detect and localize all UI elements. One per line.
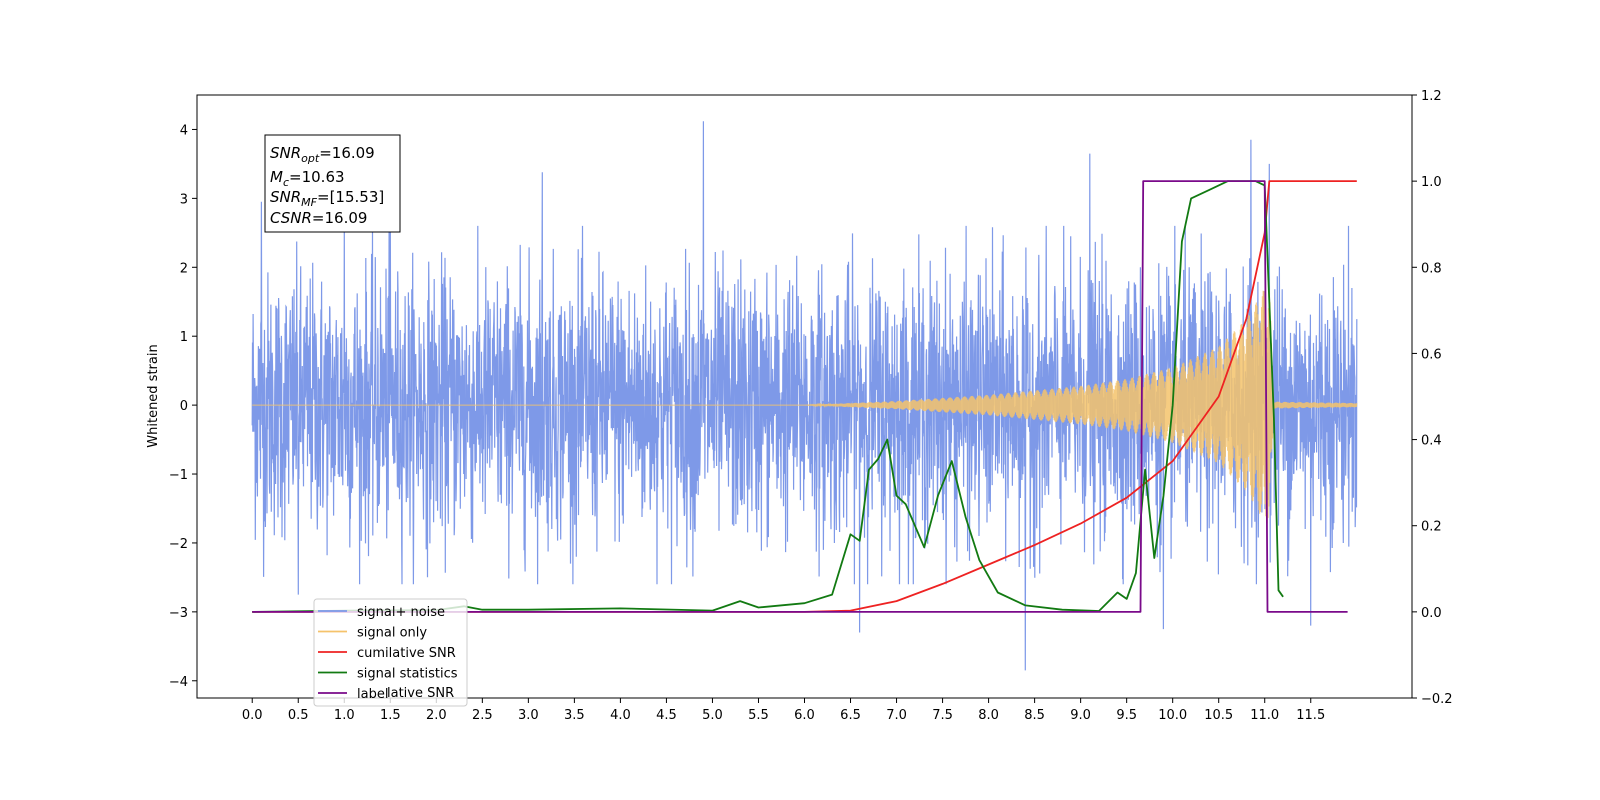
stats-box: SNRopt=16.09 Mc=10.63 SNRMF=[15.53] CSNR…	[264, 134, 401, 233]
y-right-tick-label: 0.6	[1421, 347, 1442, 362]
legend: lative SNR signal+ noise signal only cumil…	[313, 598, 468, 707]
y-left-tick-label: −2	[169, 537, 188, 552]
y-right-tick-label: −0.2	[1421, 692, 1453, 707]
y-right-tick-label: 0.0	[1421, 606, 1442, 621]
y-left-tick-label: 4	[180, 123, 188, 138]
legend-entries: signal+ noise signal only cumilative SNR si…	[318, 605, 458, 702]
y-left-tick-label: −3	[169, 606, 188, 621]
y-left-tick-label: 2	[180, 261, 188, 276]
x-tick-label: 9.0	[1070, 708, 1091, 723]
y-right-tick-label: 1.2	[1421, 89, 1442, 104]
x-tick-label: 3.0	[518, 708, 539, 723]
x-tick-label: 4.5	[656, 708, 677, 723]
stat-mc: Mc=10.63	[270, 168, 345, 189]
series-signal-statistics-line	[252, 180, 1284, 613]
y-right-tick-label: 0.4	[1421, 434, 1442, 449]
x-tick-label: 0.5	[288, 708, 309, 723]
x-tick-label: 10.0	[1158, 708, 1187, 723]
series-layer	[251, 121, 1358, 671]
legend-label: signal+ noise	[357, 605, 445, 620]
y-axis-right: −0.2 0.0 0.2 0.4 0.6 0.8 1.0 1.2	[1412, 89, 1453, 707]
y-left-tick-label: −4	[169, 675, 188, 690]
stat-snr-opt: SNRopt=16.09	[270, 144, 375, 165]
legend-label: signal only	[357, 626, 427, 641]
x-tick-label: 11.5	[1296, 708, 1325, 723]
x-axis: 0.0 0.5 1.0 1.5 2.0 2.5 3.0 3.5 4.0 4.5 5.0 5.5 6.0 6…	[242, 698, 1325, 723]
x-tick-label: 8.5	[1024, 708, 1045, 723]
y-left-tick-label: 1	[180, 330, 188, 345]
x-tick-label: 6.5	[840, 708, 861, 723]
y-left-tick-label: 3	[180, 192, 188, 207]
x-tick-label: 1.0	[334, 708, 355, 723]
x-tick-label: 2.0	[426, 708, 447, 723]
y-axis-left: −4 −3 −2 −1 0 1 2 3 4	[169, 123, 197, 690]
x-tick-label: 0.0	[242, 708, 263, 723]
stat-csnr: CSNR=16.09	[270, 209, 367, 227]
y-left-tick-label: −1	[169, 468, 188, 483]
legend-label: cumilative SNR	[357, 646, 456, 661]
x-tick-label: 7.0	[886, 708, 907, 723]
y-right-tick-label: 0.2	[1421, 520, 1442, 535]
x-tick-label: 3.5	[564, 708, 585, 723]
x-tick-label: 4.0	[610, 708, 631, 723]
x-tick-label: 2.5	[472, 708, 493, 723]
x-tick-label: 8.0	[978, 708, 999, 723]
y-axis-label: Whitened strain	[146, 344, 161, 447]
series-cumulative-snr-line	[252, 180, 1357, 613]
y-left-tick-label: 0	[180, 399, 188, 414]
x-tick-label: 9.5	[1116, 708, 1137, 723]
series-signal-noise-line	[251, 121, 1358, 671]
x-tick-label: 5.5	[748, 708, 769, 723]
legend-label: label	[357, 687, 388, 702]
legend-frame	[313, 598, 468, 707]
x-tick-label: 1.5	[380, 708, 401, 723]
series-label-line	[252, 180, 1348, 613]
x-tick-label: 7.5	[932, 708, 953, 723]
y-right-tick-label: 0.8	[1421, 261, 1442, 276]
x-tick-label: 6.0	[794, 708, 815, 723]
legend-label: signal statistics	[357, 667, 458, 682]
stat-snr-mf: SNRMF=[15.53]	[270, 188, 384, 209]
x-tick-label: 5.0	[702, 708, 723, 723]
legend-overlap-text: lative SNR	[387, 686, 454, 701]
x-tick-label: 11.0	[1250, 708, 1279, 723]
x-tick-label: 10.5	[1204, 708, 1233, 723]
y-right-tick-label: 1.0	[1421, 175, 1442, 190]
